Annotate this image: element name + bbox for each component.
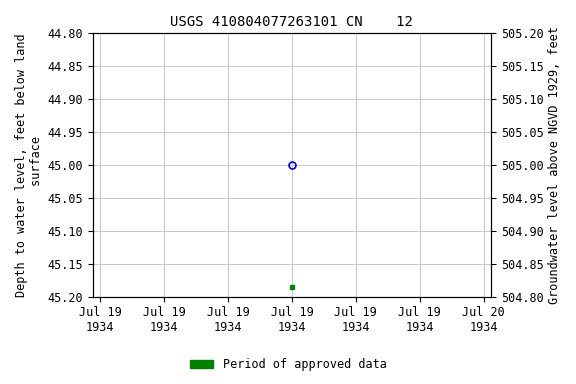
Title: USGS 410804077263101 CN    12: USGS 410804077263101 CN 12 xyxy=(170,15,414,29)
Y-axis label: Depth to water level, feet below land
 surface: Depth to water level, feet below land su… xyxy=(15,33,43,297)
Legend: Period of approved data: Period of approved data xyxy=(185,354,391,376)
Y-axis label: Groundwater level above NGVD 1929, feet: Groundwater level above NGVD 1929, feet xyxy=(548,26,561,304)
